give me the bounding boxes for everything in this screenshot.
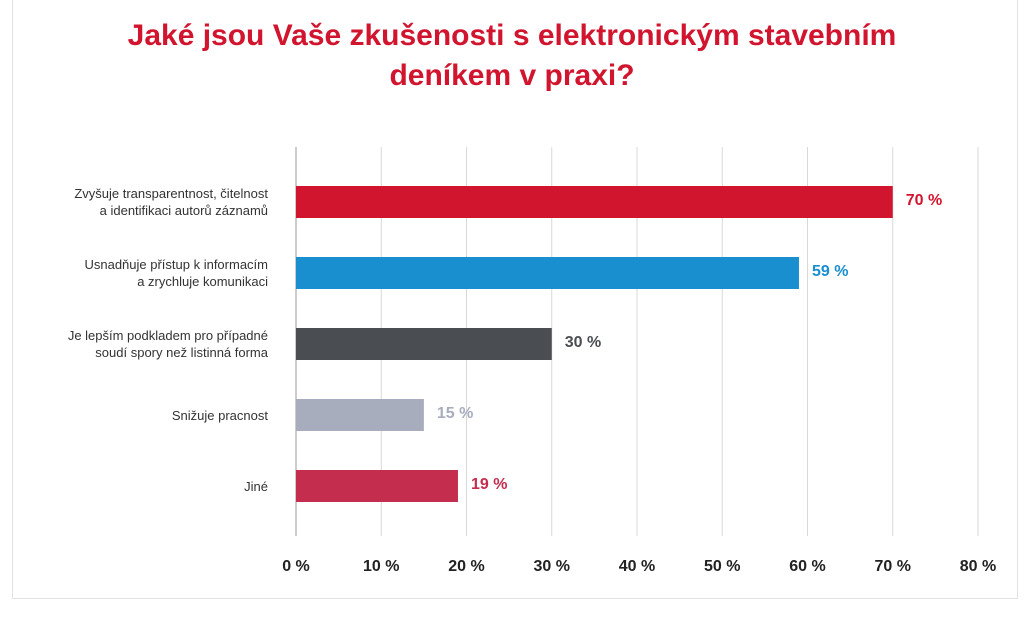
chart-title: Jaké jsou Vaše zkušenosti s elektronický… — [0, 16, 1024, 96]
bar-value-label: 59 % — [811, 263, 849, 280]
category-label-line: a zrychluje komunikaci — [137, 274, 268, 289]
x-tick-label: 60 % — [789, 558, 826, 575]
bar — [296, 257, 799, 289]
category-label-line: Zvyšuje transparentnost, čitelnost — [74, 186, 268, 201]
bar-value-label: 15 % — [436, 405, 474, 422]
category-label: Usnadňuje přístup k informacím a zrychluj… — [6, 256, 268, 290]
category-label-line: Je lepším podkladem pro případné — [67, 328, 268, 343]
bar — [296, 399, 424, 431]
bar-value-label: 30 % — [564, 334, 602, 351]
x-tick-label: 70 % — [874, 558, 911, 575]
x-tick-label: 0 % — [282, 558, 310, 575]
chart-frame — [12, 0, 1018, 599]
category-label-line: soudí spory než listinná forma — [95, 345, 268, 360]
category-label-line: Jiné — [244, 478, 268, 494]
category-label: Jiné — [6, 478, 268, 495]
x-tick-label: 40 % — [618, 558, 656, 575]
category-label: Je lepším podkladem pro případné soudí sp… — [6, 327, 268, 361]
chart-title-line-1: Jaké jsou Vaše zkušenosti s elektronický… — [127, 19, 897, 52]
category-label-line: Snižuje pracnost — [171, 407, 268, 423]
x-tick-label: 50 % — [704, 558, 741, 575]
bar — [296, 328, 552, 360]
x-tick-label: 80 % — [959, 558, 997, 575]
x-tick-label: 20 % — [448, 558, 485, 575]
bar — [296, 470, 458, 502]
category-label-line: a identifikaci autorů záznamů — [99, 203, 268, 218]
category-label-line: Usnadňuje přístup k informacím — [84, 257, 268, 272]
x-tick-label: 30 % — [533, 558, 570, 575]
x-tick-label: 10 % — [363, 558, 400, 575]
bar-value-label: 70 % — [905, 192, 943, 209]
chart-title-line-2: deníkem v praxi? — [389, 59, 635, 92]
category-label: Snižuje pracnost — [6, 407, 268, 424]
bar — [296, 186, 893, 218]
bar-value-label: 19 % — [470, 476, 508, 493]
category-label: Zvyšuje transparentnost, čitelnost a iden… — [6, 185, 268, 219]
